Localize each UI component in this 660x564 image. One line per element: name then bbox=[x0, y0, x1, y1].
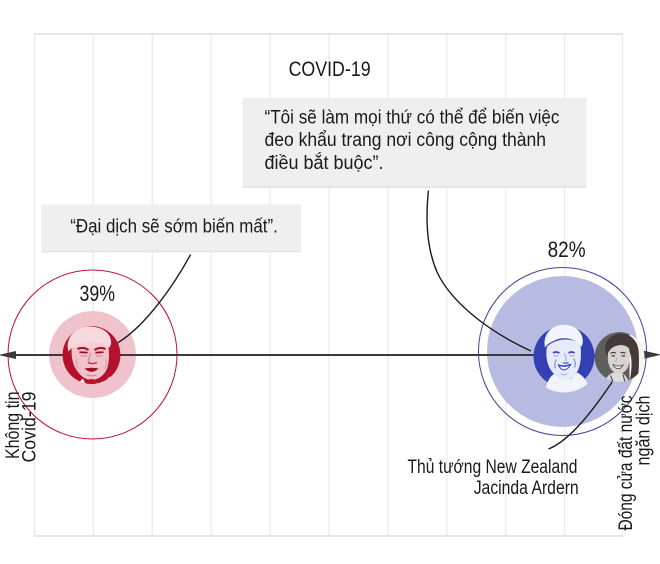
svg-text:“Đại dịch sẽ sớm biến mất”.: “Đại dịch sẽ sớm biến mất”. bbox=[70, 217, 277, 238]
svg-text:82%: 82% bbox=[548, 237, 586, 262]
svg-text:ngăn dịch: ngăn dịch bbox=[634, 396, 655, 466]
svg-text:39%: 39% bbox=[80, 281, 116, 306]
svg-text:Jacinda Ardern: Jacinda Ardern bbox=[474, 478, 579, 499]
svg-text:“Tôi sẽ làm mọi thứ có thể để: “Tôi sẽ làm mọi thứ có thể để biến việc bbox=[265, 108, 560, 129]
svg-text:đeo khẩu trang nơi công cộng t: đeo khẩu trang nơi công cộng thành bbox=[265, 130, 547, 151]
svg-text:điều bắt buộc”.: điều bắt buộc”. bbox=[265, 152, 384, 174]
svg-text:Thủ tướng New Zealand: Thủ tướng New Zealand bbox=[408, 457, 578, 478]
svg-text:Covid-19: Covid-19 bbox=[20, 392, 41, 463]
svg-text:COVID-19: COVID-19 bbox=[289, 58, 371, 81]
svg-text:Không tin: Không tin bbox=[3, 392, 24, 460]
svg-text:Đóng cửa đất nước: Đóng cửa đất nước bbox=[616, 396, 637, 531]
